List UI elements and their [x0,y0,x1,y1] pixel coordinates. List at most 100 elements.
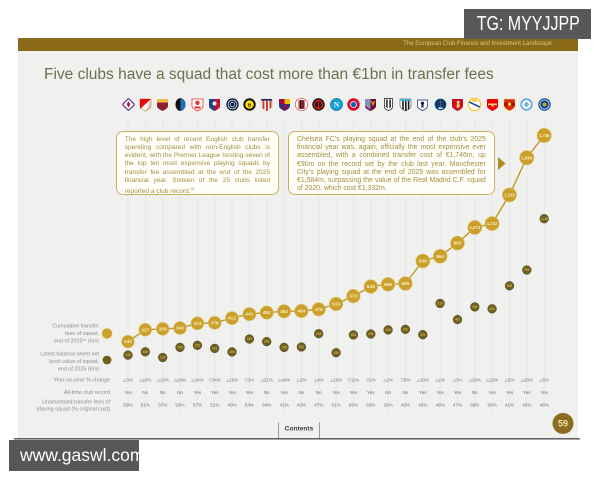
svg-text:464: 464 [297,309,305,315]
svg-text:Yes: Yes [523,390,531,395]
svg-text:37%: 37% [158,403,167,408]
svg-text:142: 142 [125,353,131,357]
svg-text:△3%: △3% [123,378,133,383]
svg-text:▽2%: ▽2% [366,378,376,383]
svg-text:65%: 65% [349,403,358,408]
svg-text:45%: 45% [522,403,531,408]
svg-text:462: 462 [280,309,288,315]
svg-text:648: 648 [507,284,513,288]
svg-text:△4%: △4% [314,378,324,383]
svg-text:159: 159 [333,351,339,355]
svg-text:198: 198 [281,346,287,350]
svg-text:▽34%: ▽34% [209,378,221,383]
svg-text:45%: 45% [418,403,427,408]
svg-text:No: No [142,390,148,395]
svg-text:No: No [316,390,322,395]
svg-text:No: No [402,390,408,395]
svg-text:end of 2025 (€m): end of 2025 (€m) [58,366,99,372]
svg-text:Unamortised transfer fees of: Unamortised transfer fees of [42,400,111,406]
svg-text:Yes: Yes [506,390,514,395]
svg-text:Yes: Yes [332,390,340,395]
svg-text:All-time club record: All-time club record [64,390,110,396]
svg-text:Yes: Yes [350,390,358,395]
svg-text:Latest balance sheet net: Latest balance sheet net [40,352,99,358]
svg-text:659: 659 [384,282,392,288]
svg-text:59%: 59% [470,403,479,408]
svg-text:No: No [160,390,166,395]
svg-text:△20%: △20% [469,378,481,383]
svg-text:△13%: △13% [157,378,169,383]
svg-text:No: No [298,390,304,395]
svg-text:1,584: 1,584 [522,155,533,160]
svg-text:51%: 51% [210,403,219,408]
svg-text:△2%: △2% [297,378,307,383]
svg-text:58%: 58% [175,403,184,408]
svg-text:49%: 49% [401,403,410,408]
svg-text:Yes: Yes [488,390,496,395]
svg-text:Yes: Yes [367,390,375,395]
svg-text:213: 213 [195,343,201,347]
svg-text:441: 441 [245,312,253,318]
svg-text:△24%: △24% [174,378,186,383]
svg-text:166: 166 [143,350,149,354]
svg-text:Yes: Yes [211,390,219,395]
svg-text:Yes: Yes [124,390,132,395]
svg-text:298: 298 [316,332,322,336]
svg-text:△24%: △24% [191,378,203,383]
svg-text:Yes: Yes [540,390,548,395]
svg-text:51%: 51% [141,403,150,408]
svg-text:63%: 63% [366,403,375,408]
svg-text:452: 452 [263,310,271,316]
svg-text:864: 864 [436,254,444,260]
svg-text:291: 291 [420,333,426,337]
svg-text:Yes: Yes [194,390,202,395]
svg-text:40%: 40% [227,403,236,408]
svg-text:book value of squad,: book value of squad, [49,359,99,365]
svg-text:△5%: △5% [505,378,515,383]
svg-text:No: No [177,390,183,395]
svg-text:△21%: △21% [261,378,273,383]
svg-text:Year-on-year % change: Year-on-year % change [54,378,110,384]
svg-text:191: 191 [212,347,218,351]
svg-text:326: 326 [385,328,391,332]
svg-text:Contents: Contents [285,426,314,433]
svg-text:No: No [472,390,478,395]
svg-text:Yes: Yes [228,390,236,395]
svg-text:327: 327 [141,327,149,333]
svg-text:763: 763 [524,268,530,272]
svg-text:378: 378 [211,320,219,326]
svg-text:54%: 54% [262,403,271,408]
svg-text:1,312: 1,312 [504,193,515,198]
svg-text:26%: 26% [383,403,392,408]
svg-text:△22%: △22% [486,378,498,383]
svg-text:△2%: △2% [383,378,393,383]
svg-text:Yes: Yes [454,390,462,395]
svg-text:41%: 41% [279,403,288,408]
svg-text:259: 259 [247,337,253,341]
svg-text:△3%: △3% [453,378,463,383]
svg-text:1,074: 1,074 [470,225,481,230]
svg-text:165: 165 [229,350,235,354]
svg-text:Yes: Yes [246,390,254,395]
svg-text:333: 333 [159,327,167,333]
svg-text:240: 240 [124,339,132,345]
svg-text:▽11%: ▽11% [347,378,359,383]
svg-text:515: 515 [332,302,340,308]
svg-text:Cumulative transfer: Cumulative transfer [52,324,99,330]
svg-text:340: 340 [176,326,184,332]
svg-text:1,746: 1,746 [539,133,550,138]
svg-text:47%: 47% [453,403,462,408]
svg-text:59%: 59% [123,403,132,408]
svg-text:124: 124 [160,356,166,360]
svg-text:296: 296 [368,332,374,336]
svg-text:▽3%: ▽3% [245,378,255,383]
svg-text:△10%: △10% [417,378,429,383]
svg-text:476: 476 [315,307,323,313]
svg-text:playing squad (% original cost: playing squad (% original cost) [37,407,111,413]
svg-text:Yes: Yes [419,390,427,395]
svg-text:1,102: 1,102 [487,221,498,226]
svg-text:△10%: △10% [330,378,342,383]
svg-text:61%: 61% [331,403,340,408]
svg-text:374: 374 [193,321,201,327]
svg-text:41%: 41% [505,403,514,408]
